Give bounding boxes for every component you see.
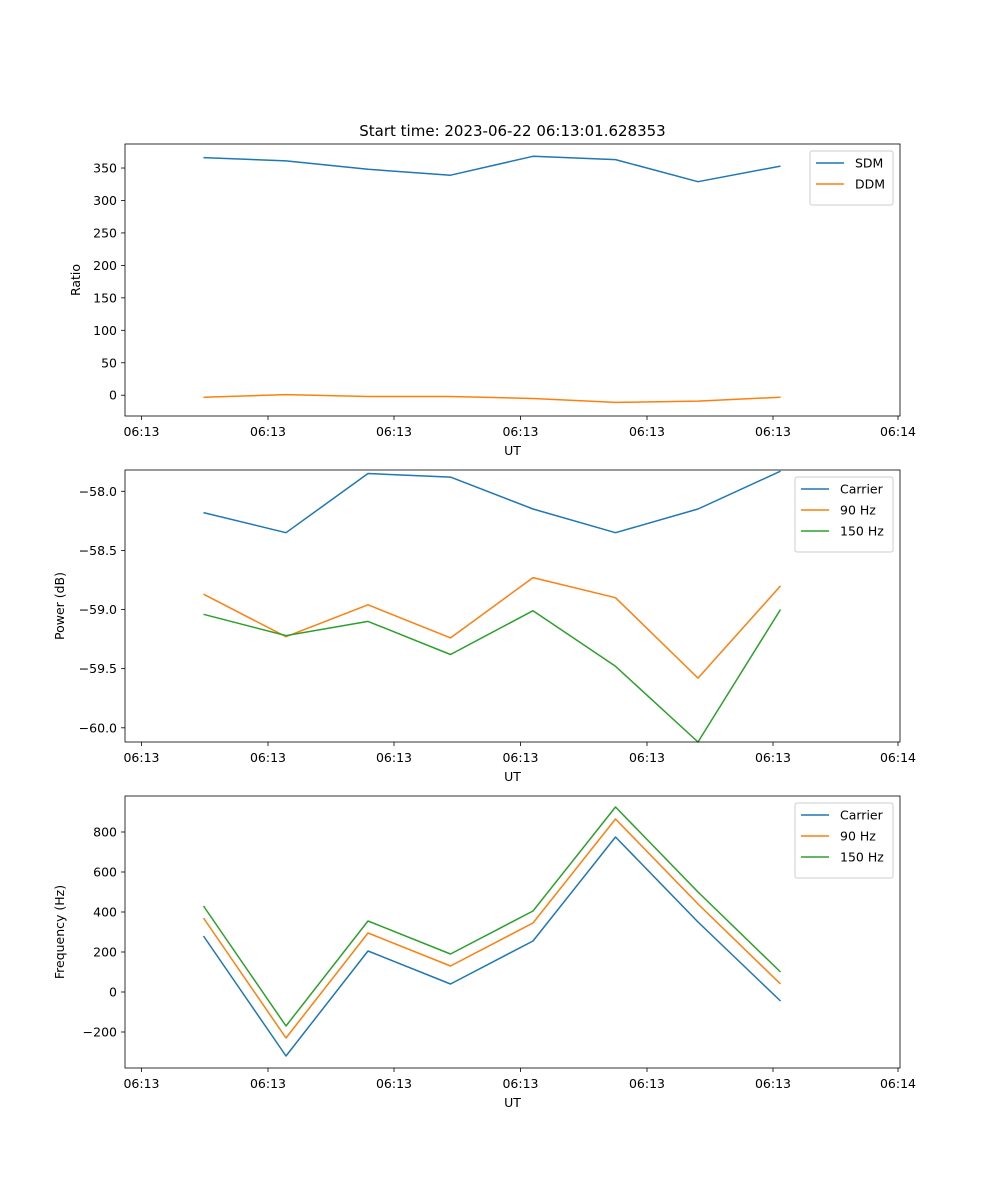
- y-tick-label: 100: [93, 323, 117, 338]
- series-line-sdm: [203, 155, 781, 183]
- legend-label: SDM: [855, 156, 883, 171]
- series-line-90-hz: [202, 818, 782, 1039]
- axes-frame: [124, 143, 901, 417]
- series-line-ddm: [203, 393, 781, 404]
- x-tick-label: 06:13: [755, 424, 791, 439]
- y-tick-label: 250: [93, 225, 117, 240]
- y-tick-label: 0: [109, 388, 117, 403]
- legend: Carrier 90 Hz 150 Hz: [794, 476, 894, 553]
- y-tick-label: −59.0: [79, 602, 117, 617]
- y-tick-label: 350: [93, 161, 117, 176]
- y-tick-label: 400: [93, 905, 117, 920]
- x-tick-label: 06:13: [502, 424, 538, 439]
- x-tick-label: 06:13: [250, 750, 286, 765]
- x-tick-label: 06:14: [880, 424, 916, 439]
- legend-box: [794, 802, 894, 879]
- legend: Carrier 90 Hz 150 Hz: [794, 802, 894, 879]
- x-tick-label: 06:14: [880, 750, 916, 765]
- y-tick-label: 50: [101, 355, 117, 370]
- x-tick-label: 06:13: [629, 750, 665, 765]
- chart-panel-2: 06:13 06:13 06:13 06:13 06:13 06:13 06:14 −58.0…: [52, 469, 916, 784]
- x-tick-label: 06:13: [123, 750, 159, 765]
- series-line-90-hz: [203, 576, 782, 679]
- legend-label: 90 Hz: [840, 829, 876, 844]
- y-tick-label: 200: [93, 258, 117, 273]
- x-tick-label: 06:14: [880, 1076, 916, 1091]
- legend-label: 150 Hz: [840, 524, 884, 539]
- chart-panel-1: Start time: 2023-06-22 06:13:01.628353 06…: [68, 122, 916, 458]
- x-axis-label: UT: [504, 769, 521, 784]
- chart-panel-3: 06:13 06:13 06:13 06:13 06:13 06:13 06:14 −200 0…: [52, 795, 916, 1110]
- series-line-carrier: [203, 470, 781, 534]
- x-tick-label: 06:13: [629, 1076, 665, 1091]
- axes-frame: [124, 795, 901, 1069]
- x-tick-label: 06:13: [123, 424, 159, 439]
- y-tick-label: 600: [93, 865, 117, 880]
- y-tick-label: −58.0: [79, 484, 117, 499]
- x-tick-label: 06:13: [376, 750, 412, 765]
- y-axis-label: Frequency (Hz): [52, 885, 67, 979]
- legend-label: Carrier: [840, 482, 884, 497]
- series-line-150-hz: [203, 609, 782, 743]
- x-tick-label: 06:13: [502, 1076, 538, 1091]
- y-tick-label: −60.0: [79, 720, 117, 735]
- y-axis-label: Power (dB): [52, 572, 67, 640]
- axes-frame: [124, 469, 901, 743]
- x-tick-label: 06:13: [250, 424, 286, 439]
- y-tick-label: −59.5: [79, 661, 117, 676]
- x-tick-label: 06:13: [502, 750, 538, 765]
- y-tick-label: −58.5: [79, 543, 117, 558]
- series-line-carrier: [202, 836, 782, 1057]
- legend-box: [794, 476, 894, 553]
- series-line-150-hz: [202, 806, 782, 1027]
- y-tick-label: 300: [93, 193, 117, 208]
- chart-title: Start time: 2023-06-22 06:13:01.628353: [359, 122, 665, 140]
- x-axis-label: UT: [504, 443, 521, 458]
- y-tick-label: 200: [93, 945, 117, 960]
- x-tick-label: 06:13: [123, 1076, 159, 1091]
- y-tick-label: −200: [83, 1025, 117, 1040]
- x-tick-label: 06:13: [376, 1076, 412, 1091]
- x-tick-label: 06:13: [250, 1076, 286, 1091]
- x-axis-label: UT: [504, 1095, 521, 1110]
- legend-label: 90 Hz: [840, 503, 876, 518]
- x-tick-label: 06:13: [755, 750, 791, 765]
- y-tick-label: 800: [93, 825, 117, 840]
- x-tick-label: 06:13: [376, 424, 412, 439]
- x-tick-label: 06:13: [755, 1076, 791, 1091]
- y-axis-label: Ratio: [68, 264, 83, 296]
- legend: SDM DDM: [809, 150, 894, 206]
- legend-label: 150 Hz: [840, 850, 884, 865]
- legend-label: Carrier: [840, 808, 884, 823]
- x-tick-label: 06:13: [629, 424, 665, 439]
- y-tick-label: 0: [109, 985, 117, 1000]
- legend-box: [809, 150, 894, 206]
- legend-label: DDM: [855, 177, 885, 192]
- y-tick-label: 150: [93, 290, 117, 305]
